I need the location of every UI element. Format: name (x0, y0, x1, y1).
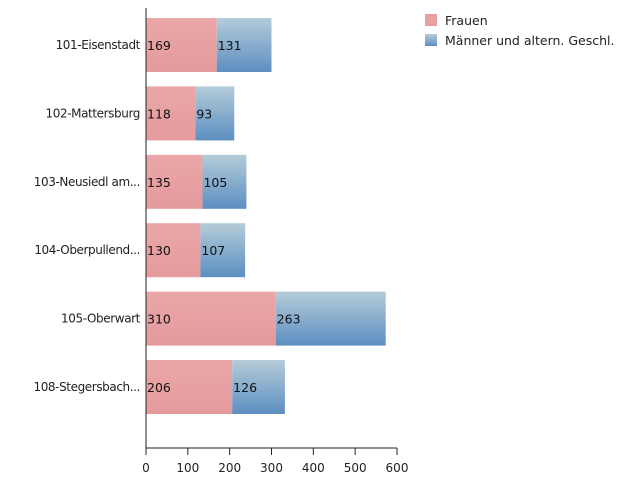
category-label-105-oberwart: 105-Oberwart (61, 312, 141, 326)
data-label-frauen-108-stegersbach: 206 (147, 380, 171, 395)
bar-frauen-105-oberwart (146, 291, 276, 346)
category-label-103-neusiedl-am: 103-Neusiedl am... (34, 175, 140, 189)
bar-frauen-103-neusiedl-am (146, 154, 203, 209)
category-label-102-mattersburg: 102-Mattersburg (46, 106, 140, 120)
bar-frauen-108-stegersbach (146, 360, 233, 414)
category-label-108-stegersbach: 108-Stegersbach... (33, 380, 140, 394)
legend: Frauen Männer und altern. Geschl. (425, 10, 615, 50)
bar-frauen-101-eisenstadt (146, 18, 217, 72)
x-tick-label-600: 600 (386, 461, 409, 475)
bar-maenner-104-oberpullend (200, 223, 246, 278)
data-label-frauen-101-eisenstadt: 169 (147, 38, 171, 53)
x-tick-label-400: 400 (302, 461, 325, 475)
legend-item-maenner: Männer und altern. Geschl. (425, 30, 615, 50)
data-label-frauen-104-oberpullend: 130 (147, 243, 171, 258)
legend-item-frauen: Frauen (425, 10, 615, 30)
legend-label-maenner: Männer und altern. Geschl. (445, 32, 615, 48)
legend-swatch-frauen (425, 14, 437, 26)
legend-swatch-maenner (425, 34, 437, 46)
bar-maenner-108-stegersbach (232, 360, 285, 414)
data-label-frauen-102-mattersburg: 118 (147, 106, 171, 121)
bar-maenner-102-mattersburg (195, 86, 235, 141)
bar-maenner-105-oberwart (275, 291, 386, 346)
bar-frauen-104-oberpullend (146, 223, 201, 278)
x-tick-label-0: 0 (142, 461, 150, 475)
data-label-maenner-108-stegersbach: 126 (233, 380, 257, 395)
data-label-maenner-104-oberpullend: 107 (201, 243, 225, 258)
data-label-maenner-103-neusiedl-am: 105 (203, 175, 227, 190)
data-label-frauen-105-oberwart: 310 (147, 312, 171, 327)
data-label-frauen-103-neusiedl-am: 135 (147, 175, 171, 190)
x-tick-label-300: 300 (260, 461, 283, 475)
bar-maenner-101-eisenstadt (216, 18, 272, 72)
category-label-104-oberpullend: 104-Oberpullend... (34, 243, 140, 257)
x-tick-label-100: 100 (176, 461, 199, 475)
bar-frauen-102-mattersburg (146, 86, 196, 141)
x-tick-label-200: 200 (218, 461, 241, 475)
legend-label-frauen: Frauen (445, 12, 488, 28)
data-label-maenner-102-mattersburg: 93 (196, 106, 212, 121)
data-label-maenner-105-oberwart: 263 (277, 312, 301, 327)
x-tick-label-500: 500 (344, 461, 367, 475)
data-label-maenner-101-eisenstadt: 131 (218, 38, 242, 53)
category-label-101-eisenstadt: 101-Eisenstadt (56, 38, 141, 52)
bar-maenner-103-neusiedl-am (202, 154, 247, 209)
